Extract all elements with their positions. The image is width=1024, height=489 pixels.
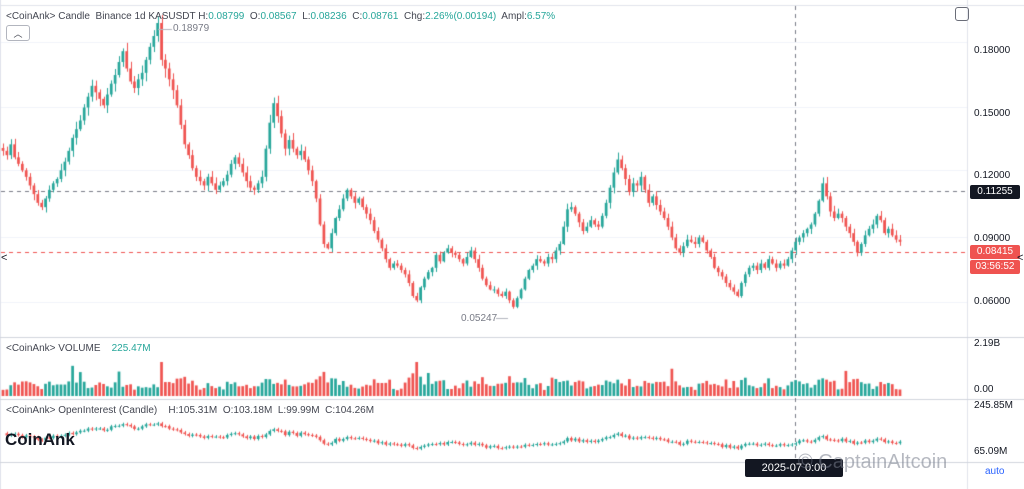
collapse-legend-button[interactable]: ︿ <box>6 25 30 41</box>
price-tick: 0.15000 <box>974 108 1011 119</box>
legend-open: 0.08567 <box>260 11 297 22</box>
chevron-right-icon[interactable]: < <box>1017 252 1024 264</box>
oi-open: 103.18M <box>233 405 273 416</box>
main-pane-legend: <CoinAnk> Candle Binance 1d KASUSDT H:0.… <box>6 11 556 22</box>
oi-low: 99.99M <box>286 405 320 416</box>
volume-indicator-name: VOLUME <box>58 343 101 354</box>
volume-tick: 0.00 <box>974 384 994 395</box>
price-tick: 0.09000 <box>974 233 1011 244</box>
legend-amplitude: 6.57% <box>526 11 556 22</box>
legend-low: 0.08236 <box>310 11 347 22</box>
legend-change: 2.26%(0.00194) <box>425 11 497 22</box>
volume-pane-legend: <CoinAnk> VOLUME 225.47M <box>6 343 151 354</box>
last-price-tag: 0.08415 <box>970 245 1020 259</box>
price-tick: 0.18000 <box>974 45 1011 56</box>
chevron-up-icon: ︿ <box>13 28 23 39</box>
price-tick: 0.12000 <box>974 170 1011 181</box>
legend-type: Candle <box>58 11 90 22</box>
captainaltcoin-watermark: © CaptainAltcoin <box>798 451 948 473</box>
volume-tick: 2.19B <box>974 338 1001 349</box>
high-annotation: 0.18979 <box>173 23 210 34</box>
countdown-tag: 03:56:52 <box>970 260 1020 274</box>
oi-tick: 245.85M <box>974 400 1013 411</box>
low-annotation: 0.05247 <box>461 313 498 324</box>
screenshot-icon[interactable] <box>955 7 969 21</box>
price-tick: 0.06000 <box>974 296 1011 307</box>
legend-high: 0.08799 <box>208 11 245 22</box>
legend-source: <CoinAnk> <box>6 11 56 22</box>
oi-tick: 65.09M <box>974 446 1008 457</box>
coinank-logo: CoinAnk <box>5 430 75 449</box>
oi-close: 104.26M <box>335 405 375 416</box>
crosshair-price-tag: 0.11255 <box>970 185 1020 199</box>
legend-symbol-info: Binance 1d KASUSDT <box>95 11 196 22</box>
oi-indicator-name: OpenInterest (Candle) <box>58 405 158 416</box>
legend-close: 0.08761 <box>362 11 399 22</box>
chevron-left-icon[interactable]: < <box>1 252 8 264</box>
oi-pane-legend: <CoinAnk> OpenInterest (Candle) H:105.31… <box>6 405 375 416</box>
auto-scale-toggle[interactable]: auto <box>985 466 1005 477</box>
oi-high: 105.31M <box>178 405 218 416</box>
volume-value: 225.47M <box>111 343 151 354</box>
crosshair-time-badge: 2025-07 0:00 <box>745 459 843 477</box>
